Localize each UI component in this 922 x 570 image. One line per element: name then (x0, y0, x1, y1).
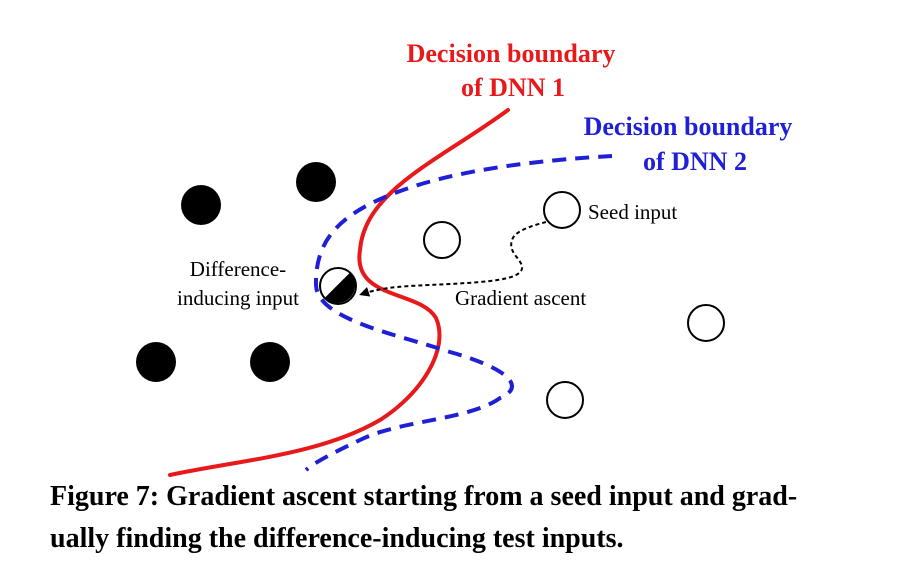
difference-label-line1: Difference- (190, 257, 286, 281)
class-a-point (181, 185, 221, 225)
seed-input-point (543, 191, 581, 229)
caption-line1: Figure 7: Gradient ascent starting from … (50, 481, 798, 512)
difference-inducing-point (319, 267, 357, 305)
caption-line2: ually finding the difference-inducing te… (50, 523, 624, 554)
class-a-point (136, 342, 176, 382)
class-b-point (546, 381, 584, 419)
class-b-point (423, 221, 461, 259)
class-b-point (687, 304, 725, 342)
gradient-ascent-path (359, 221, 547, 297)
dnn2-decision-boundary (304, 154, 613, 472)
class-a-point (296, 162, 336, 202)
dnn1-decision-boundary (168, 108, 510, 477)
class-a-point (250, 342, 290, 382)
figure-caption: Figure 7: Gradient ascent starting from … (50, 476, 910, 560)
dnn1-label-line2: of DNN 1 (461, 73, 565, 102)
gradient-ascent-label: Gradient ascent (455, 286, 586, 310)
dnn2-label-line2: of DNN 2 (643, 147, 747, 176)
dnn1-label-line1: Decision boundary (407, 39, 616, 68)
difference-label-line2: inducing input (177, 286, 299, 310)
dnn2-label-line1: Decision boundary (584, 112, 793, 141)
seed-input-label: Seed input (588, 200, 677, 224)
